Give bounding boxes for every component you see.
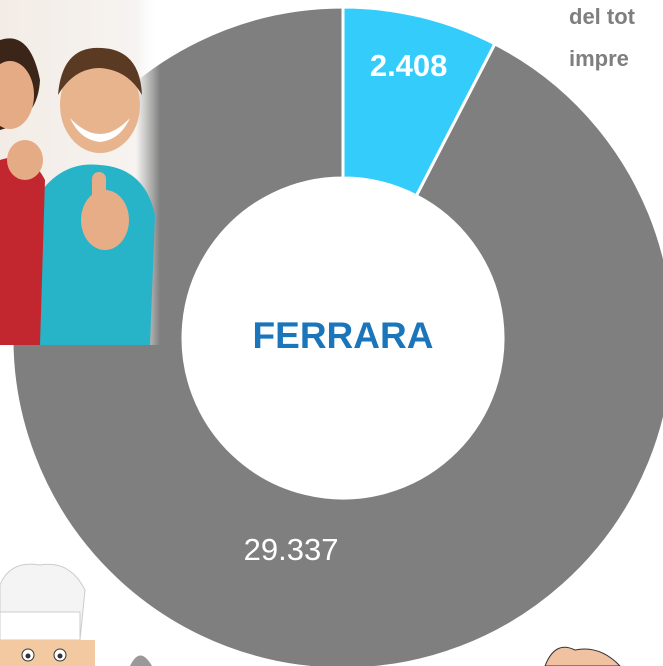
donut-hole bbox=[184, 179, 502, 497]
chef-cartoon bbox=[0, 563, 621, 666]
data-label: 29.337 bbox=[244, 532, 339, 567]
data-label: 2.408 bbox=[370, 48, 448, 83]
annotation: del tot bbox=[569, 4, 636, 29]
donut: 2.408 29.337 bbox=[10, 5, 663, 666]
photo bbox=[0, 0, 160, 345]
annotation: impre bbox=[569, 46, 629, 71]
center-label: FERRARA bbox=[253, 315, 434, 356]
